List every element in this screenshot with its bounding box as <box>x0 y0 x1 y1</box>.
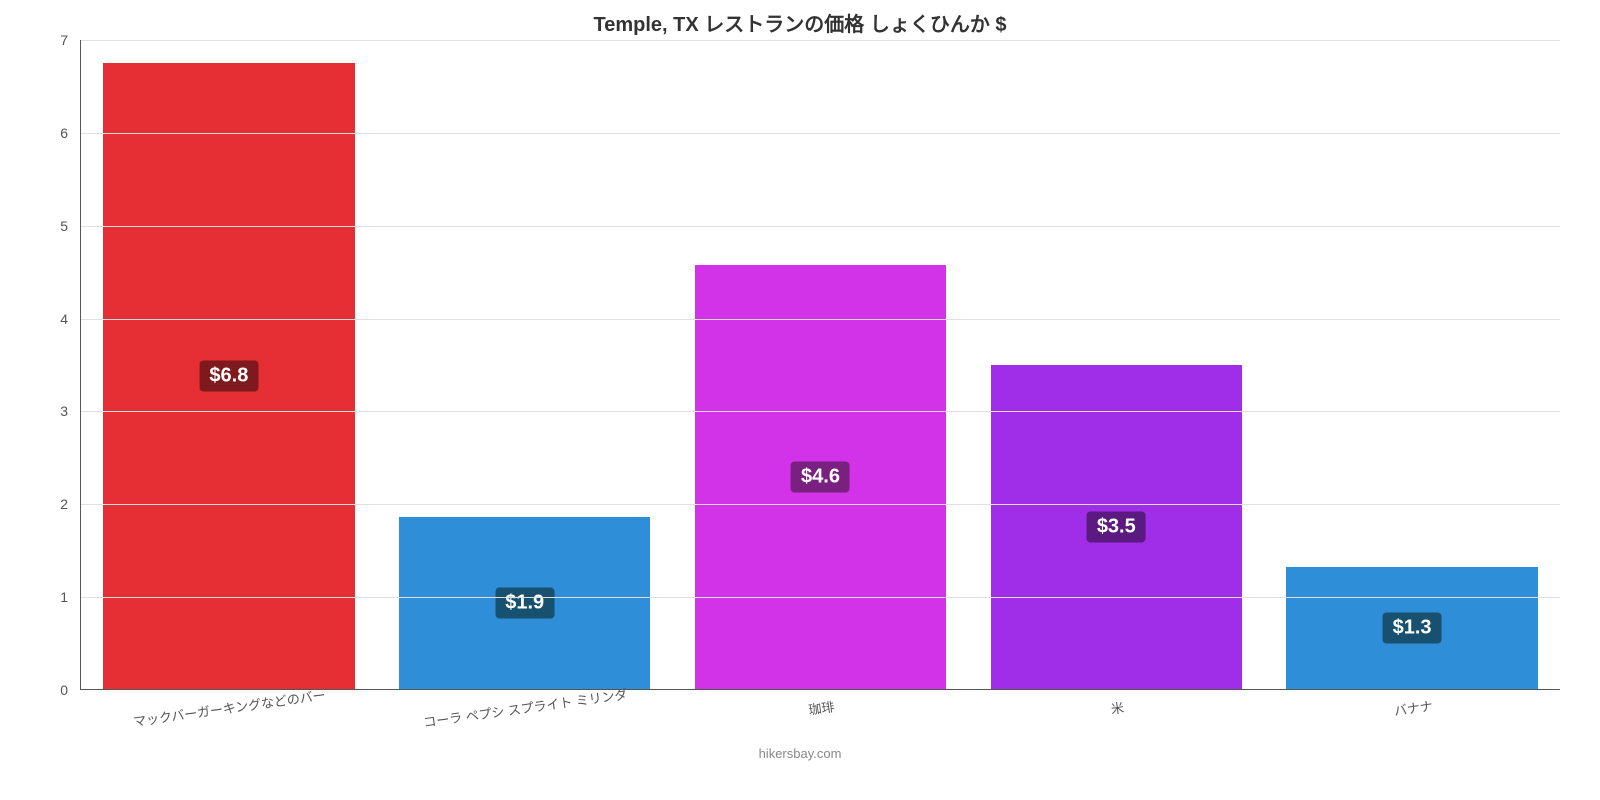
value-pill: $4.6 <box>791 462 850 493</box>
y-tick-label: 7 <box>0 32 68 48</box>
y-tick-label: 0 <box>0 682 68 698</box>
chart-title: Temple, TX レストランの価格 しょくひんか $ <box>0 8 1600 37</box>
bars-group: $6.8 $1.9 $4.6 $3.5 $1.3 <box>81 40 1560 689</box>
value-pill: $6.8 <box>199 361 258 392</box>
bar: $3.5 <box>991 365 1242 690</box>
bar-slot: $1.9 <box>377 40 673 689</box>
bar-slot: $1.3 <box>1264 40 1560 689</box>
y-tick-label: 4 <box>0 311 68 327</box>
bar-slot: $4.6 <box>673 40 969 689</box>
gridline <box>81 226 1560 227</box>
y-tick-label: 3 <box>0 403 68 419</box>
attribution: hikersbay.com <box>0 746 1600 761</box>
value-pill: $1.9 <box>495 588 554 619</box>
gridline <box>81 504 1560 505</box>
bar: $4.6 <box>695 265 946 689</box>
y-tick-label: 1 <box>0 589 68 605</box>
bar: $1.9 <box>399 517 650 689</box>
bar: $6.8 <box>103 63 354 689</box>
x-axis-labels: マックバーガーキングなどのバーコーラ ペプシ スプライト ミリンダ珈琲米バナナ <box>80 698 1560 717</box>
value-pill: $3.5 <box>1087 511 1146 542</box>
plot-area: $6.8 $1.9 $4.6 $3.5 $1.3 <box>80 40 1560 690</box>
value-pill: $1.3 <box>1383 612 1442 643</box>
y-tick-label: 5 <box>0 218 68 234</box>
y-tick-label: 6 <box>0 125 68 141</box>
gridline <box>81 40 1560 41</box>
chart-container: Temple, TX レストランの価格 しょくひんか $ $6.8 $1.9 $4.… <box>0 0 1600 800</box>
gridline <box>81 597 1560 598</box>
gridline <box>81 319 1560 320</box>
bar-slot: $6.8 <box>81 40 377 689</box>
bar-slot: $3.5 <box>968 40 1264 689</box>
gridline <box>81 411 1560 412</box>
bar: $1.3 <box>1286 567 1537 689</box>
y-tick-label: 2 <box>0 496 68 512</box>
gridline <box>81 133 1560 134</box>
